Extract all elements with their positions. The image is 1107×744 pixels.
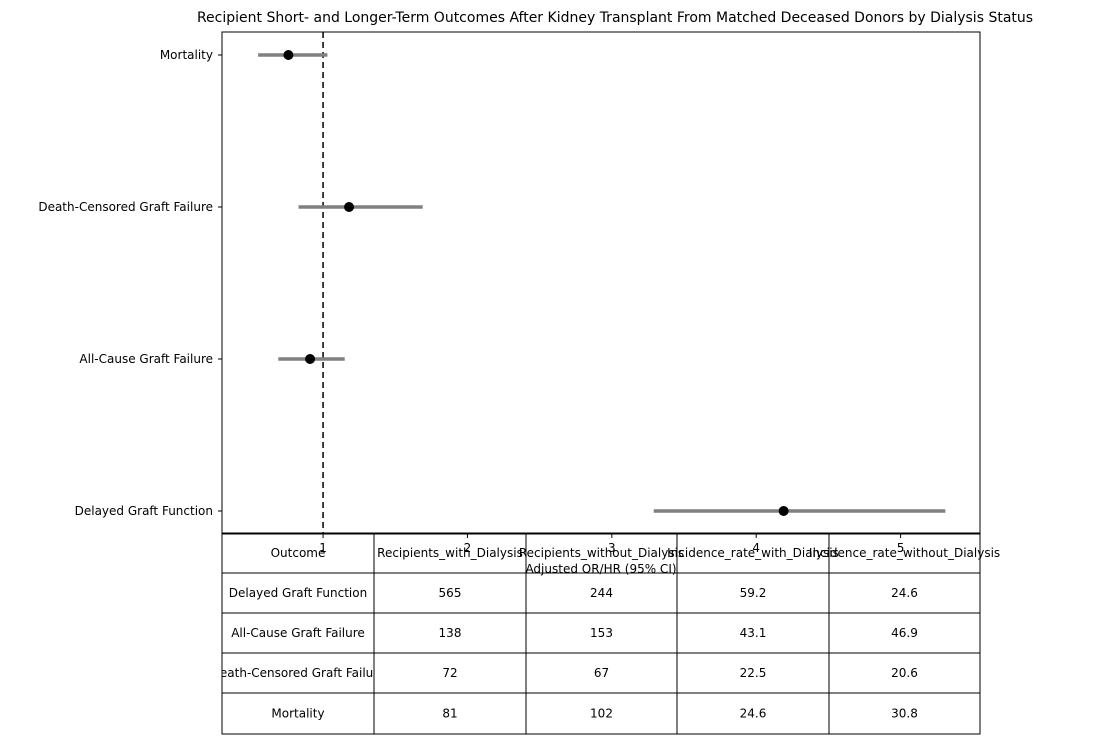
table-cell: 81 bbox=[442, 707, 457, 721]
table-cell: 46.9 bbox=[891, 626, 918, 640]
x-tick-label-2: 3 bbox=[608, 541, 616, 555]
y-tick-label-3: Delayed Graft Function bbox=[75, 504, 213, 518]
table-cell: 153 bbox=[590, 626, 613, 640]
x-axis-ticks: 1 2 3 4 5 bbox=[319, 534, 904, 555]
table-header-cell: Incidence_rate_with_Dialysis bbox=[667, 546, 839, 560]
point-estimate-1 bbox=[344, 202, 355, 212]
table-cell: 59.2 bbox=[740, 586, 767, 600]
table-cell: Death-Censored Graft Failure bbox=[211, 666, 386, 680]
plot-area-frame bbox=[221, 31, 981, 535]
y-tick-label-0: Mortality bbox=[160, 48, 213, 62]
y-axis-labels: Mortality Death-Censored Graft Failure All… bbox=[38, 48, 222, 518]
table-cell: 565 bbox=[439, 586, 462, 600]
y-tick-label-2: All-Cause Graft Failure bbox=[79, 352, 213, 366]
x-axis-label: Adjusted OR/HR (95% CI) bbox=[525, 562, 676, 576]
table-header-cell: Recipients_without_Dialysis bbox=[519, 546, 684, 560]
table-cell: 24.6 bbox=[891, 586, 918, 600]
table-cell: Delayed Graft Function bbox=[229, 586, 367, 600]
table-header-cell: Incidence_rate_without_Dialysis bbox=[809, 546, 1000, 560]
table-cell: 30.8 bbox=[891, 707, 918, 721]
table-cell: 138 bbox=[439, 626, 462, 640]
table-cell: 67 bbox=[594, 666, 609, 680]
x-tick-label-3: 4 bbox=[752, 541, 760, 555]
table-cell: 72 bbox=[442, 666, 457, 680]
x-tick-label-4: 5 bbox=[897, 541, 905, 555]
table-header-cell: Recipients_with_Dialysis bbox=[377, 546, 523, 560]
table-cell: 102 bbox=[590, 707, 613, 721]
y-tick-label-1: Death-Censored Graft Failure bbox=[38, 200, 213, 214]
forest-points bbox=[258, 50, 946, 516]
point-estimate-0 bbox=[283, 50, 294, 60]
chart-title: Recipient Short- and Longer-Term Outcome… bbox=[197, 10, 1033, 26]
table-border bbox=[221, 532, 981, 735]
table-cell: All-Cause Graft Failure bbox=[231, 626, 365, 640]
table-header-cell: Outcome bbox=[271, 546, 326, 560]
table-cell: 43.1 bbox=[740, 626, 767, 640]
point-estimate-3 bbox=[778, 506, 789, 516]
table-cell: 22.5 bbox=[740, 666, 767, 680]
point-estimate-2 bbox=[305, 354, 316, 364]
table-cell: Mortality bbox=[271, 707, 324, 721]
data-table: Outcome Recipients_with_DialysisRecipient… bbox=[211, 532, 1000, 735]
x-tick-label-0: 1 bbox=[319, 541, 327, 555]
table-cell: 20.6 bbox=[891, 666, 918, 680]
x-tick-label-1: 2 bbox=[464, 541, 472, 555]
table-cell: 24.6 bbox=[740, 707, 767, 721]
table-cell: 244 bbox=[590, 586, 613, 600]
